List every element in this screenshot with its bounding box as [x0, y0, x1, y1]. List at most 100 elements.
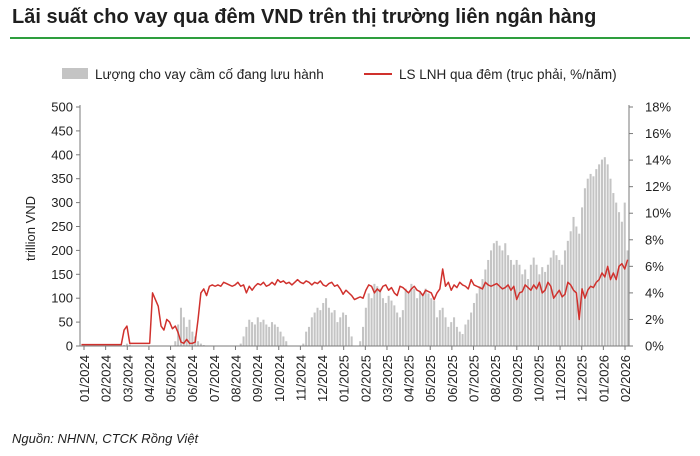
legend-bar-label: Lượng cho vay cầm cố đang lưu hành: [95, 67, 324, 82]
outstanding-bar: [612, 193, 615, 346]
chart: 0 50 100 150 200 250 300 350 400 450 500 0% 2% 4% 6% 8%…: [23, 67, 671, 403]
outstanding-bar: [524, 269, 527, 346]
x-tick-label: 05/2025: [423, 355, 438, 402]
outstanding-bar: [441, 307, 444, 346]
outstanding-bar: [350, 336, 353, 346]
outstanding-bar: [572, 216, 575, 346]
outstanding-bar: [302, 343, 305, 346]
outstanding-bar: [259, 322, 262, 346]
outstanding-bar: [398, 317, 402, 346]
outstanding-bar: [487, 259, 490, 346]
outstanding-bar: [421, 293, 424, 346]
outstanding-bar: [529, 264, 532, 346]
outstanding-bar: [620, 221, 623, 346]
outstanding-bar: [418, 291, 421, 346]
outstanding-bar: [600, 159, 603, 346]
outstanding-bar: [128, 344, 131, 346]
x-tick-label: 02/2025: [358, 355, 373, 402]
y-tick-label: 350: [51, 171, 73, 186]
outstanding-bar: [327, 307, 330, 346]
outstanding-bar: [174, 341, 177, 346]
outstanding-bar: [307, 326, 310, 346]
x-tick-label: 06/2025: [445, 355, 460, 402]
outstanding-bar: [251, 322, 254, 346]
outstanding-bar: [518, 264, 521, 346]
outstanding-bar: [595, 169, 598, 346]
outstanding-bar: [521, 274, 524, 346]
outstanding-bar: [515, 259, 518, 346]
outstanding-bar: [615, 202, 618, 346]
outstanding-bar: [396, 312, 399, 346]
outstanding-bar: [188, 319, 191, 346]
outstanding-bar: [253, 324, 256, 346]
outstanding-bar: [319, 310, 322, 346]
outstanding-bar: [367, 293, 370, 346]
outstanding-bar: [546, 264, 549, 346]
outstanding-bar: [472, 302, 475, 346]
x-tick-label: 03/2025: [380, 355, 395, 402]
x-tick-label: 05/2024: [164, 355, 179, 402]
x-tick-label: 07/2025: [467, 355, 482, 402]
outstanding-bar: [558, 259, 561, 346]
outstanding-bar: [467, 319, 470, 346]
outstanding-bar: [438, 310, 441, 346]
outstanding-bar: [598, 164, 601, 346]
title-divider: [10, 37, 690, 39]
outstanding-bar: [276, 326, 279, 346]
x-tick-label: 11/2024: [293, 355, 308, 401]
outstanding-bar: [379, 288, 382, 346]
outstanding-bar: [575, 226, 578, 346]
outstanding-bar: [581, 207, 584, 346]
outstanding-bar: [490, 250, 493, 346]
outstanding-bar: [285, 341, 288, 346]
x-tick-label: 11/2025: [553, 355, 568, 401]
outstanding-bar: [344, 314, 347, 346]
outstanding-bar: [592, 176, 595, 346]
outstanding-bar: [455, 326, 458, 346]
x-tick-label: 08/2025: [488, 355, 503, 402]
legend-bar-swatch: [62, 68, 88, 79]
outstanding-bar: [618, 212, 621, 346]
outstanding-bar: [458, 331, 461, 346]
x-tick-label: 01/2024: [77, 355, 92, 402]
outstanding-bar: [125, 343, 128, 346]
outstanding-bar: [407, 293, 410, 346]
outstanding-bar: [447, 326, 450, 346]
x-tick-label: 09/2024: [250, 355, 265, 402]
outstanding-bar: [464, 324, 467, 346]
outstanding-bar: [478, 286, 481, 346]
outstanding-bar: [199, 343, 202, 346]
outstanding-bar: [609, 178, 612, 346]
outstanding-bar: [578, 233, 581, 346]
outstanding-bar: [373, 283, 376, 346]
x-tick-label: 12/2024: [315, 355, 330, 402]
outstanding-bar: [555, 255, 558, 346]
outstanding-bar: [387, 295, 390, 346]
outstanding-bar: [626, 250, 629, 346]
source-note: Nguồn: NHNN, CTCK Rồng Việt: [12, 431, 199, 446]
outstanding-bar: [401, 310, 404, 346]
outstanding-bar: [549, 257, 552, 346]
outstanding-bar: [498, 245, 501, 346]
outstanding-bar: [606, 164, 609, 346]
legend-line-label: LS LNH qua đêm (trục phải, %/năm): [399, 67, 617, 82]
x-tick-label: 01/2025: [337, 355, 352, 402]
outstanding-bar: [583, 188, 586, 346]
x-tick-label: 07/2024: [207, 355, 222, 402]
y-tick-label: 250: [51, 219, 73, 234]
outstanding-bar: [336, 322, 339, 346]
outstanding-bar: [339, 317, 342, 346]
outstanding-bar: [384, 302, 387, 346]
outstanding-bar: [544, 271, 547, 346]
outstanding-bar: [444, 317, 447, 346]
y-tick-label: 0: [66, 339, 73, 354]
outstanding-bar: [325, 298, 328, 346]
outstanding-bar: [433, 300, 436, 346]
outstanding-bar: [475, 293, 478, 346]
outstanding-bar: [242, 336, 245, 346]
outstanding-bar: [484, 269, 487, 346]
outstanding-bar: [282, 336, 285, 346]
outstanding-bar: [342, 312, 345, 346]
outstanding-bar: [507, 255, 510, 346]
axes-layer: 0 50 100 150 200 250 300 350 400 450 500 0% 2% 4% 6% 8%…: [23, 100, 671, 403]
